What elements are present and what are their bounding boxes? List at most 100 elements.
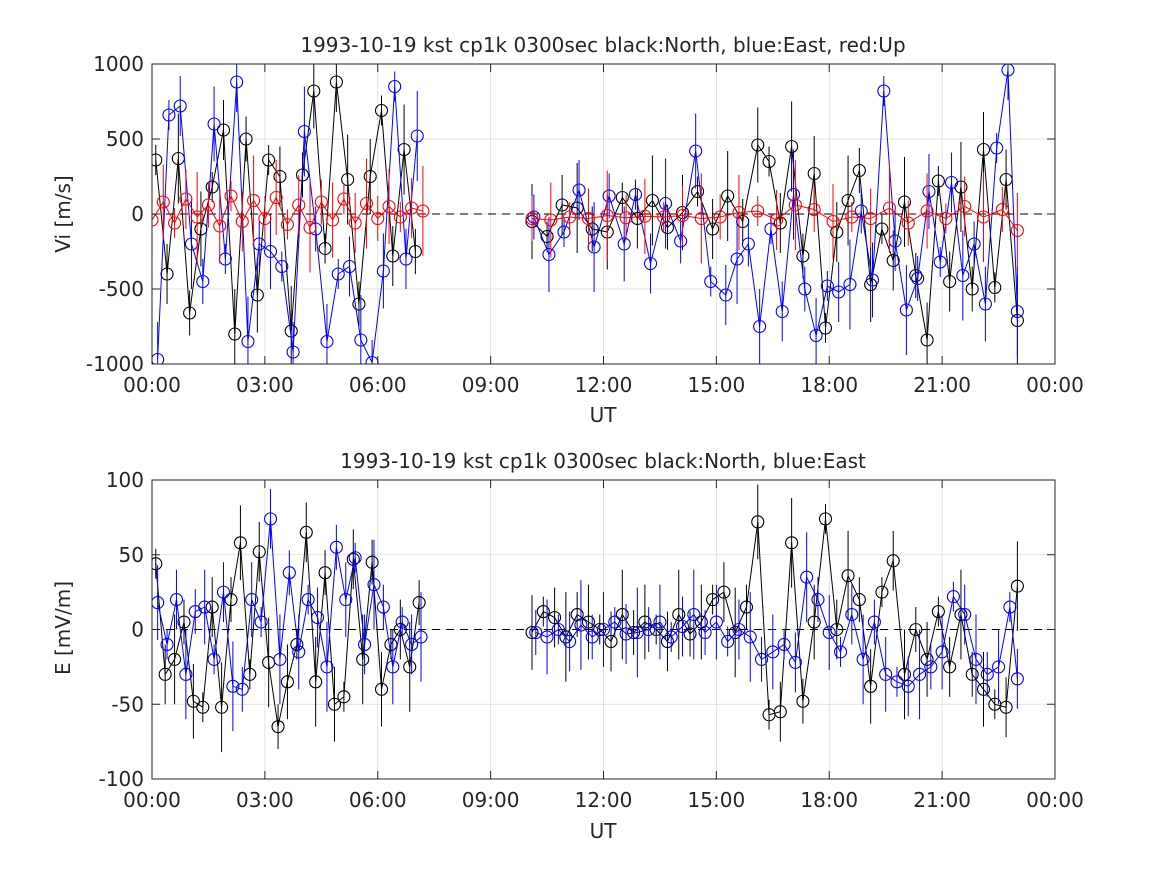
data-point [890, 675, 904, 689]
data-point [897, 195, 912, 209]
data-point [273, 652, 287, 666]
data-point [152, 596, 165, 610]
data-point [909, 268, 923, 283]
data-point [263, 244, 278, 259]
data-point [280, 217, 295, 232]
x-tick-label: 15:00 [688, 373, 746, 397]
data-point [728, 625, 742, 640]
data-point [307, 84, 321, 98]
data-point [628, 187, 643, 202]
y-tick-label: 0 [131, 202, 144, 226]
data-point [169, 593, 184, 607]
data-point [337, 690, 351, 704]
y-tick-label: -50 [111, 692, 144, 716]
data-point [638, 615, 652, 629]
data-point [912, 667, 927, 681]
data-point [717, 585, 731, 599]
data-point [403, 660, 417, 674]
data-point [348, 551, 362, 565]
data-point [386, 249, 400, 263]
data-point [235, 682, 249, 696]
data-point [224, 593, 238, 607]
data-point [226, 679, 240, 693]
data-point [739, 600, 754, 614]
data-point [384, 637, 398, 652]
data-point [743, 630, 757, 644]
data-point [706, 222, 720, 236]
data-point [818, 512, 833, 526]
data-point [807, 615, 821, 629]
data-point [976, 210, 991, 224]
data-point [414, 630, 428, 644]
data-point [348, 216, 362, 230]
data-point [659, 196, 673, 211]
data-point [162, 108, 176, 122]
data-point [196, 274, 210, 289]
data-point [645, 193, 659, 208]
data-point [958, 199, 972, 214]
data-point [160, 637, 174, 652]
data-point [978, 297, 992, 311]
data-point [292, 645, 306, 659]
data-point [158, 667, 172, 681]
panel-top-plot-area: 00:00 03:00 06:00 09:00 12:00 15:00 18:00 21:00… [86, 52, 1084, 397]
data-point [585, 630, 599, 644]
data-point [832, 285, 846, 299]
data-point [198, 600, 212, 614]
data-point [363, 169, 377, 184]
data-point [527, 210, 541, 224]
data-point [551, 622, 565, 637]
data-point [619, 211, 633, 225]
data-point [326, 213, 340, 227]
data-point [627, 625, 641, 640]
data-point [303, 220, 317, 235]
data-point [1010, 579, 1024, 593]
data-point [280, 675, 295, 689]
data-point [852, 593, 866, 607]
data-point [995, 202, 1009, 217]
data-point [233, 536, 247, 550]
data-point [395, 615, 409, 629]
data-point [536, 605, 550, 619]
data-point [354, 333, 368, 347]
data-point [1010, 672, 1024, 686]
data-point [990, 141, 1004, 155]
data-point [273, 169, 287, 184]
data-point [741, 237, 755, 251]
x-tick-label: 00:00 [1026, 373, 1084, 397]
data-point [570, 201, 584, 215]
data-point [183, 306, 197, 320]
data-point [698, 625, 712, 640]
data-point [416, 204, 430, 218]
panel-bottom: 1993-10-19 kst cp1k 0300sec black:North,… [51, 449, 1084, 843]
data-point [709, 615, 723, 629]
data-point [796, 694, 810, 708]
data-point [205, 600, 219, 614]
data-point [785, 139, 799, 154]
data-point [168, 652, 182, 666]
data-point [608, 615, 622, 629]
data-point [152, 352, 165, 364]
data-point [864, 679, 878, 693]
data-point [254, 615, 268, 629]
data-point [405, 637, 419, 652]
data-point [286, 345, 300, 359]
data-point [173, 99, 187, 113]
data-point [179, 667, 193, 681]
data-point [649, 622, 663, 637]
data-point [901, 679, 915, 693]
data-point [540, 630, 554, 644]
data-point [694, 211, 708, 226]
series-line [535, 575, 1018, 687]
data-point [216, 585, 231, 599]
data-point [811, 593, 825, 607]
panel-bottom-title: 1993-10-19 kst cp1k 0300sec black:North,… [340, 449, 866, 473]
data-point [965, 282, 979, 296]
data-point [713, 210, 727, 224]
data-point [664, 630, 678, 644]
data-point [239, 132, 253, 146]
data-point [341, 172, 355, 187]
data-point [410, 129, 424, 143]
data-point [672, 607, 686, 622]
data-point [809, 328, 823, 343]
